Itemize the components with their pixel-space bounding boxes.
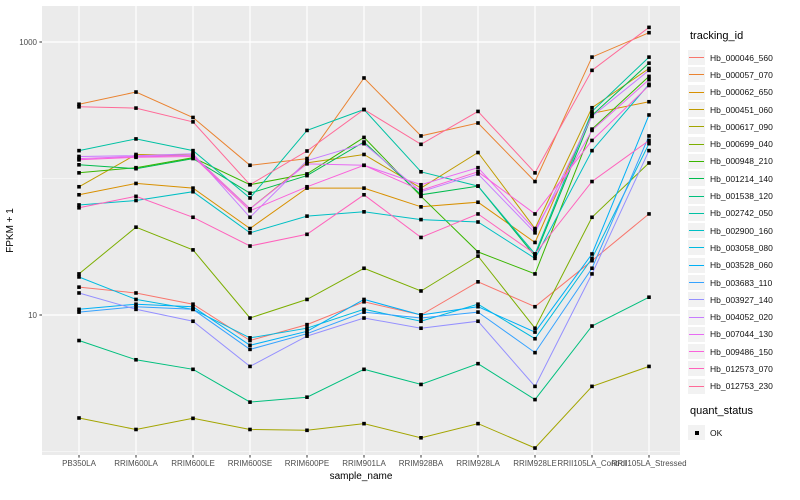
legend-item-label: Hb_004052_020	[710, 312, 773, 323]
legend-item: Hb_000948_210	[688, 153, 798, 170]
legend-line-swatch-icon	[688, 188, 705, 204]
x-tick-label: RRIM600LA	[114, 459, 158, 468]
legend-line-swatch-icon	[688, 361, 705, 377]
legend-line-swatch-icon	[688, 309, 705, 325]
legend-item-label: Hb_000046_560	[710, 52, 773, 63]
legend-item: Hb_000451_060	[688, 101, 798, 118]
legend-item-label: Hb_003528_060	[710, 260, 773, 271]
legend-item-label: Hb_000699_040	[710, 139, 773, 150]
x-tick-label: RRIM901LA	[342, 459, 386, 468]
legend-item-label: Hb_009486_150	[710, 346, 773, 357]
legend-item-label: Hb_003058_080	[710, 242, 773, 253]
legend-line-swatch-icon	[688, 50, 705, 66]
x-axis-title: sample_name	[330, 471, 393, 482]
y-tick-label: 1000	[19, 38, 37, 47]
legend-line-swatch-icon	[688, 223, 705, 239]
legend-item: Hb_001214_140	[688, 170, 798, 187]
x-tick-label: RRII105LA_Control	[557, 459, 627, 468]
legend-item: Hb_009486_150	[688, 343, 798, 360]
gridlines	[42, 6, 680, 455]
legend-item: Hb_012573_070	[688, 360, 798, 377]
x-tick-label: RRIM600LE	[171, 459, 215, 468]
legend-item-label: Hb_012573_070	[710, 363, 773, 374]
legend-line-swatch-icon	[688, 102, 705, 118]
legend-line-swatch-icon	[688, 292, 705, 308]
legend-line-swatch-icon	[688, 240, 705, 256]
legend-line-swatch-icon	[688, 205, 705, 221]
legend-item-label: Hb_001214_140	[710, 173, 773, 184]
legend-item-label: Hb_002900_160	[710, 225, 773, 236]
x-tick-label: PB350LA	[62, 459, 96, 468]
legend-line-swatch-icon	[688, 67, 705, 83]
legend-item: Hb_002900_160	[688, 222, 798, 239]
legend-item-label: Hb_000057_070	[710, 69, 773, 80]
legend-title-quant-status: quant_status	[690, 404, 753, 417]
legend-line-swatch-icon	[688, 326, 705, 342]
legend-item: Hb_000057_070	[688, 66, 798, 83]
legend-line-swatch-icon	[688, 171, 705, 187]
legend-item: Hb_002742_050	[688, 205, 798, 222]
legend-line-swatch-icon	[688, 119, 705, 135]
legend-item-label: Hb_003927_140	[710, 294, 773, 305]
legend-title-tracking-id: tracking_id	[690, 30, 744, 42]
legend-item: Hb_003528_060	[688, 257, 798, 274]
legend-item-label: Hb_000451_060	[710, 104, 773, 115]
legend-line-swatch-icon	[688, 153, 705, 169]
x-tick-label: RRIM600PE	[285, 459, 329, 468]
legend-item-label: Hb_001538_120	[710, 191, 773, 202]
tracking-id-legend-items: Hb_000046_560 Hb_000057_070 Hb_000062_650 H…	[688, 49, 798, 395]
x-tick-label: RRIM928LE	[513, 459, 557, 468]
legend-item: Hb_003927_140	[688, 291, 798, 308]
x-tick-label: RRII105LA_Stressed	[611, 459, 686, 468]
legend-item-label: Hb_002742_050	[710, 208, 773, 219]
legend-line-swatch-icon	[688, 344, 705, 360]
legend-item-label: OK	[710, 427, 723, 438]
legend-item-quant-ok: OK	[688, 424, 798, 441]
x-tick-label: RRIM928LA	[456, 459, 500, 468]
legend-item: Hb_003058_080	[688, 239, 798, 256]
legend-line-swatch-icon	[688, 378, 705, 394]
legend-item: Hb_003683_110	[688, 274, 798, 291]
x-tick-label: RRIM600SE	[228, 459, 272, 468]
legend-item: Hb_001538_120	[688, 187, 798, 204]
legend-item: Hb_007044_130	[688, 326, 798, 343]
legend-item: Hb_000617_090	[688, 118, 798, 135]
legend-item: Hb_000699_040	[688, 135, 798, 152]
legend-item: Hb_000046_560	[688, 49, 798, 66]
legend-item-label: Hb_000617_090	[710, 121, 773, 132]
axes: PB350LA RRIM600LA RRIM600LE RRIM600SE RRIM60…	[5, 38, 687, 482]
quant-ok-point-icon	[688, 425, 705, 441]
legend-line-swatch-icon	[688, 257, 705, 273]
legend-item: Hb_000062_650	[688, 84, 798, 101]
legend-line-swatch-icon	[688, 84, 705, 100]
legend-item: Hb_012753_230	[688, 378, 798, 395]
legend-item: Hb_004052_020	[688, 308, 798, 325]
legend-line-swatch-icon	[688, 136, 705, 152]
data-points	[77, 25, 651, 450]
legend-item-label: Hb_007044_130	[710, 329, 773, 340]
legend-item-label: Hb_012753_230	[710, 381, 773, 392]
legend-item-label: Hb_003683_110	[710, 277, 773, 288]
legend-item-label: Hb_000948_210	[710, 156, 773, 167]
y-tick-label: 10	[28, 311, 37, 320]
x-tick-label: RRIM928BA	[399, 459, 444, 468]
y-axis-title: FPKM + 1	[5, 208, 16, 253]
panel-background	[42, 6, 680, 455]
legend-panel: tracking_id Hb_000046_560 Hb_000057_070 Hb…	[688, 30, 798, 441]
legend-line-swatch-icon	[688, 275, 705, 290]
legend-item-label: Hb_000062_650	[710, 87, 773, 98]
